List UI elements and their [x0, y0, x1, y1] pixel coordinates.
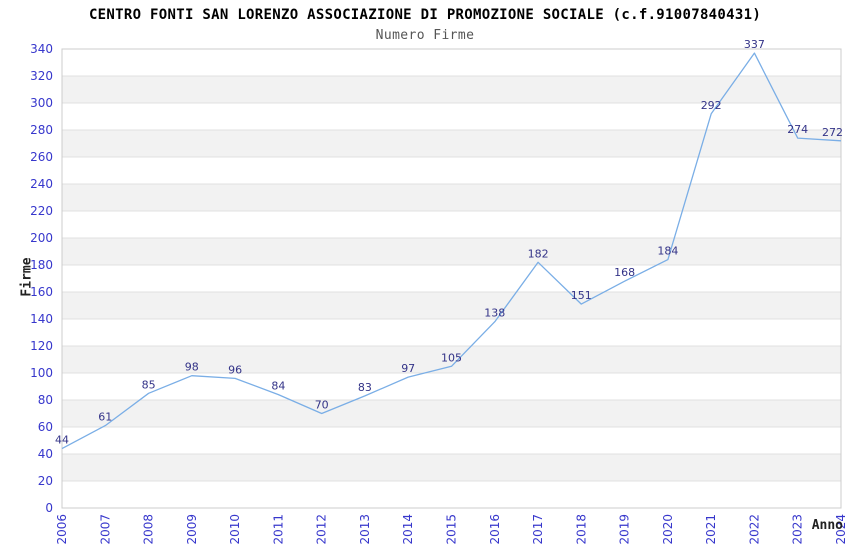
x-tick-label: 2014 [401, 514, 415, 545]
data-point-label: 168 [614, 266, 635, 279]
data-point-label: 182 [528, 247, 549, 260]
x-tick-label: 2008 [142, 514, 156, 545]
data-point-label: 274 [787, 123, 808, 136]
x-tick-label: 2021 [704, 514, 718, 545]
plot-border [61, 48, 842, 509]
x-tick-label: 2010 [228, 514, 242, 545]
data-point-label: 184 [657, 245, 678, 258]
y-tick-label: 340 [30, 42, 53, 56]
x-tick-label: 2007 [98, 514, 112, 545]
data-point-label: 272 [822, 126, 843, 139]
data-point-label: 83 [358, 381, 372, 394]
plot-band [62, 346, 841, 373]
x-tick-label: 2012 [315, 514, 329, 545]
chart-title: CENTRO FONTI SAN LORENZO ASSOCIAZIONE DI… [88, 7, 762, 23]
y-tick-label: 200 [30, 231, 53, 245]
x-tick-label: 2009 [185, 514, 199, 545]
data-point-label: 85 [142, 378, 156, 391]
x-tick-label: 2019 [618, 514, 632, 545]
y-tick-label: 160 [30, 285, 53, 299]
data-point-label: 96 [228, 363, 242, 376]
x-tick-label: 2017 [531, 514, 545, 545]
x-tick-label: 2015 [445, 514, 459, 545]
y-axis-title: Firme [19, 257, 35, 297]
y-tick-label: 40 [38, 447, 53, 461]
plot-band [62, 454, 841, 481]
data-point-label: 44 [55, 434, 69, 447]
x-tick-label: 2018 [574, 514, 588, 545]
data-point-label: 98 [185, 361, 199, 374]
y-tick-label: 80 [38, 393, 53, 407]
y-tick-label: 60 [38, 420, 53, 434]
data-point-label: 61 [98, 411, 112, 424]
y-tick-label: 120 [30, 339, 53, 353]
y-tick-label: 300 [30, 96, 53, 110]
x-axis-title: Anno [811, 518, 843, 533]
plot-band [62, 130, 841, 157]
x-tick-label: 2011 [271, 514, 285, 545]
data-point-label: 151 [571, 289, 592, 302]
y-tick-label: 240 [30, 177, 53, 191]
data-line [61, 52, 842, 450]
x-tick-label: 2006 [55, 514, 69, 545]
x-tick-label: 2024 [834, 514, 848, 545]
x-tick-label: 2016 [488, 514, 502, 545]
data-point-label: 105 [441, 351, 462, 364]
data-point-label: 70 [315, 399, 329, 412]
chart-subtitle: Numero Firme [375, 28, 475, 43]
data-point-label: 292 [701, 99, 722, 112]
y-tick-label: 100 [30, 366, 53, 380]
x-tick-label: 2020 [661, 514, 675, 545]
x-tick-label: 2013 [358, 514, 372, 545]
y-tick-label: 260 [30, 150, 53, 164]
y-tick-label: 320 [30, 69, 53, 83]
x-tick-label: 2022 [747, 514, 761, 545]
y-tick-label: 220 [30, 204, 53, 218]
plot-band [62, 292, 841, 319]
y-tick-label: 280 [30, 123, 53, 137]
x-tick-label: 2023 [791, 514, 805, 545]
plot-band [62, 238, 841, 265]
y-tick-label: 0 [45, 501, 53, 515]
data-point-label: 337 [744, 38, 765, 51]
plot-band [62, 400, 841, 427]
y-tick-label: 20 [38, 474, 53, 488]
data-point-label: 138 [484, 307, 505, 320]
y-tick-label: 140 [30, 312, 53, 326]
plot-band [62, 184, 841, 211]
y-tick-label: 180 [30, 258, 53, 272]
data-point-label: 84 [271, 380, 285, 393]
data-point-label: 97 [401, 362, 415, 375]
plot-band [62, 76, 841, 103]
